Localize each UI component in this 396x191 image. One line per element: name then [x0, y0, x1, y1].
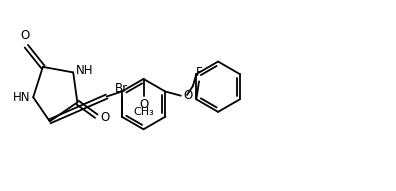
- Text: O: O: [20, 29, 30, 42]
- Text: Br: Br: [115, 82, 128, 95]
- Text: O: O: [184, 89, 193, 102]
- Text: F: F: [196, 66, 202, 79]
- Text: O: O: [139, 98, 148, 111]
- Text: CH₃: CH₃: [133, 107, 154, 117]
- Text: O: O: [101, 111, 110, 124]
- Text: HN: HN: [13, 91, 30, 104]
- Text: NH: NH: [76, 64, 93, 77]
